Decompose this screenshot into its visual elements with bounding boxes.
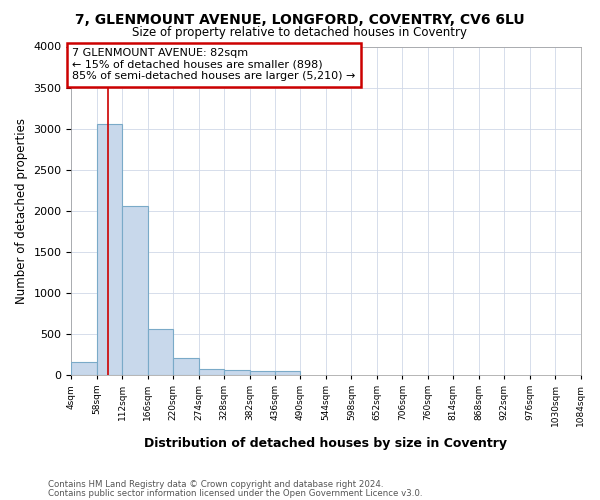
- Bar: [173, 358, 199, 374]
- Bar: [250, 372, 275, 374]
- Text: Contains HM Land Registry data © Crown copyright and database right 2024.: Contains HM Land Registry data © Crown c…: [48, 480, 383, 489]
- Bar: [275, 372, 301, 374]
- Text: Size of property relative to detached houses in Coventry: Size of property relative to detached ho…: [133, 26, 467, 39]
- X-axis label: Distribution of detached houses by size in Coventry: Distribution of detached houses by size …: [145, 437, 508, 450]
- Text: 7 GLENMOUNT AVENUE: 82sqm
← 15% of detached houses are smaller (898)
85% of semi: 7 GLENMOUNT AVENUE: 82sqm ← 15% of detac…: [73, 48, 356, 82]
- Bar: [122, 206, 148, 374]
- Bar: [71, 362, 97, 374]
- Text: 7, GLENMOUNT AVENUE, LONGFORD, COVENTRY, CV6 6LU: 7, GLENMOUNT AVENUE, LONGFORD, COVENTRY,…: [75, 12, 525, 26]
- Bar: [224, 370, 250, 374]
- Y-axis label: Number of detached properties: Number of detached properties: [15, 118, 28, 304]
- Text: Contains public sector information licensed under the Open Government Licence v3: Contains public sector information licen…: [48, 488, 422, 498]
- Bar: [148, 329, 173, 374]
- Bar: [199, 368, 224, 374]
- Bar: [97, 124, 122, 374]
